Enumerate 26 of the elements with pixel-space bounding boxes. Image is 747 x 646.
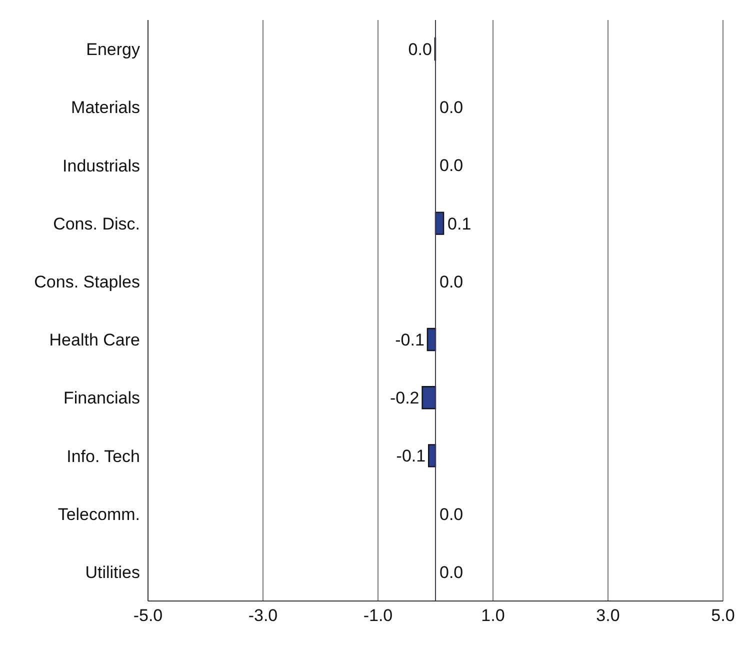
y-tick-label: Financials (63, 388, 140, 408)
x-tick-label: -3.0 (248, 606, 278, 626)
x-tick-label: -5.0 (133, 606, 163, 626)
y-tick-label: Industrials (62, 156, 140, 176)
data-label: 0.0 (440, 504, 464, 524)
data-label: -0.1 (396, 446, 426, 466)
x-tick-label: 1.0 (481, 606, 505, 626)
y-tick-label: Utilities (85, 562, 140, 582)
y-tick-label: Energy (86, 40, 140, 60)
data-label: 0.0 (408, 40, 432, 59)
y-tick-label: Cons. Staples (34, 272, 140, 292)
data-label: -0.2 (390, 388, 420, 408)
x-tick-label: -1.0 (363, 606, 393, 626)
y-tick-label: Telecomm. (58, 504, 140, 524)
y-tick-label: Materials (71, 98, 140, 118)
data-label: 0.0 (440, 98, 464, 118)
y-tick-label: Health Care (49, 330, 140, 350)
y-tick-label: Info. Tech (66, 446, 140, 466)
data-label: -0.1 (395, 330, 424, 350)
data-label: 0.1 (448, 214, 472, 234)
data-label: 0.0 (440, 562, 464, 582)
data-label: 0.0 (440, 156, 464, 176)
x-tick-label: 5.0 (711, 606, 735, 626)
x-tick-label: 3.0 (596, 606, 620, 626)
y-tick-label: Cons. Disc. (53, 214, 140, 234)
data-label: 0.0 (440, 272, 464, 292)
